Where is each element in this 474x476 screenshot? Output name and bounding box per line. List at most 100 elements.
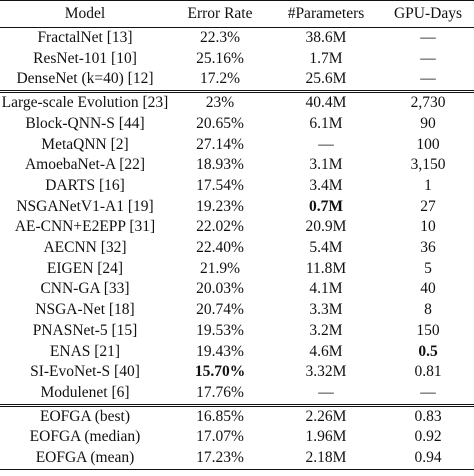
- table-row: DARTS [16] 17.54% 3.4M 1: [0, 176, 474, 197]
- cell-params: 38.6M: [270, 26, 382, 49]
- cell-model: PNASNet-5 [15]: [32, 321, 138, 339]
- table-row: Large-scale Evolution [23] 23% 40.4M 2,7…: [0, 90, 474, 114]
- cell-gpu: 1: [424, 176, 432, 194]
- header-error-rate: Error Rate: [170, 0, 270, 28]
- cell-gpu: 10: [420, 218, 436, 236]
- cell-model: AE-CNN+E2EPP [31]: [14, 218, 156, 236]
- cell-error: 19.23%: [196, 197, 244, 215]
- table-row: NSGA-Net [18] 20.74% 3.3M 8: [0, 300, 474, 321]
- cell-error-best: 15.70%: [194, 363, 246, 381]
- cell-gpu: 36: [420, 239, 436, 257]
- cell-error: 25.16%: [196, 49, 244, 67]
- cell-params: —: [318, 135, 334, 153]
- cell-params: 20.9M: [305, 218, 347, 236]
- cell-error: 20.65%: [196, 114, 244, 132]
- cell-params: 3.1M: [309, 156, 343, 174]
- table-row: DenseNet (k=40) [12] 17.2% 25.6M —: [0, 69, 474, 91]
- cell-params: 25.6M: [305, 70, 347, 88]
- cell-error: 19.43%: [196, 342, 244, 360]
- cell-gpu: 150: [416, 321, 440, 339]
- cell-error: 20.03%: [196, 280, 244, 298]
- cell-gpu: 40: [420, 280, 436, 298]
- cell-model: ENAS [21]: [49, 342, 121, 360]
- cell-gpu: —: [382, 26, 474, 49]
- cell-gpu: 100: [416, 135, 440, 153]
- cell-gpu: 0.92: [414, 428, 442, 446]
- cell-params: 3.3M: [309, 301, 343, 319]
- cell-params: 6.1M: [309, 114, 343, 132]
- cell-params: 3.4M: [309, 176, 343, 194]
- table-row: Block-QNN-S [44] 20.65% 6.1M 90: [0, 114, 474, 135]
- cell-model: EOFGA (best): [0, 403, 170, 428]
- table-row: AECNN [32] 22.40% 5.4M 36: [0, 238, 474, 259]
- cell-params: —: [318, 383, 334, 401]
- cell-error: 19.53%: [196, 321, 244, 339]
- cell-params: 4.1M: [309, 280, 343, 298]
- cell-gpu: 0.94: [382, 448, 474, 470]
- cell-gpu: —: [420, 383, 436, 401]
- table-row: AE-CNN+E2EPP [31] 22.02% 20.9M 10: [0, 217, 474, 238]
- cell-error: 22.40%: [196, 239, 244, 257]
- cell-model: SI-EvoNet-S [40]: [30, 363, 140, 381]
- table-row: ENAS [21] 19.43% 4.6M 0.5: [0, 342, 474, 363]
- cell-params: 11.8M: [305, 259, 347, 277]
- cell-model: MetaQNN [2]: [41, 135, 129, 153]
- cell-params: 3.32M: [305, 363, 347, 381]
- cell-gpu: 5: [424, 259, 432, 277]
- cell-error: 18.93%: [196, 156, 244, 174]
- cell-params-best: 0.7M: [308, 197, 343, 215]
- cell-error: 17.76%: [196, 383, 244, 401]
- cell-model: NSGA-Net [18]: [35, 301, 135, 319]
- cell-error: 17.54%: [196, 176, 244, 194]
- cell-params: 1.96M: [305, 428, 347, 446]
- header-gpu-days: GPU-Days: [382, 0, 474, 28]
- cell-model: CNN-GA [33]: [40, 280, 130, 298]
- cell-model: DARTS [16]: [45, 176, 125, 194]
- table-row: SI-EvoNet-S [40] 15.70% 3.32M 0.81: [0, 362, 474, 383]
- table-row: EIGEN [24] 21.9% 11.8M 5: [0, 259, 474, 280]
- cell-error: 21.9%: [199, 259, 241, 277]
- cell-model: DenseNet (k=40) [12]: [16, 70, 154, 88]
- cell-model: Large-scale Evolution [23]: [0, 90, 170, 114]
- table-row: MetaQNN [2] 27.14% — 100: [0, 135, 474, 156]
- cell-gpu: 2,730: [382, 90, 474, 114]
- table-row: CNN-GA [33] 20.03% 4.1M 40: [0, 279, 474, 300]
- cell-model: AECNN [32]: [43, 239, 127, 257]
- cell-model: FractalNet [13]: [0, 26, 170, 49]
- table-row: EOFGA (best) 16.85% 2.26M 0.83: [0, 403, 474, 428]
- header-model: Model: [0, 0, 170, 28]
- cell-model: NSGANetV1-A1 [19]: [16, 197, 154, 215]
- cell-model: EOFGA (median): [29, 428, 141, 446]
- cell-model: ResNet-101 [10]: [33, 49, 137, 67]
- table-row: PNASNet-5 [15] 19.53% 3.2M 150: [0, 321, 474, 342]
- cell-error: 17.23%: [170, 448, 270, 470]
- cell-gpu: 3,150: [410, 156, 446, 174]
- cell-params: 40.4M: [270, 90, 382, 114]
- table-row: NSGANetV1-A1 [19] 19.23% 0.7M 27: [0, 197, 474, 218]
- cell-error: 23%: [170, 90, 270, 114]
- table-row: AmoebaNet-A [22] 18.93% 3.1M 3,150: [0, 155, 474, 176]
- table-row: EOFGA (mean) 17.23% 2.18M 0.94: [0, 448, 474, 470]
- cell-model: Modulenet [6]: [40, 383, 130, 401]
- cell-gpu: 0.83: [382, 403, 474, 428]
- table-row: FractalNet [13] 22.3% 38.6M —: [0, 26, 474, 49]
- cell-gpu: 0.81: [414, 363, 442, 381]
- cell-params: 1.7M: [309, 49, 343, 67]
- header-parameters: #Parameters: [270, 0, 382, 28]
- cell-model: Block-QNN-S [44]: [25, 114, 145, 132]
- cell-gpu-best: 0.5: [418, 342, 438, 360]
- cell-gpu: 8: [424, 301, 432, 319]
- cell-error: 22.3%: [170, 26, 270, 49]
- table-row: ResNet-101 [10] 25.16% 1.7M —: [0, 49, 474, 70]
- table-row: Modulenet [6] 17.76% — —: [0, 383, 474, 405]
- cell-model: AmoebaNet-A [22]: [24, 156, 146, 174]
- header-row: Model Error Rate #Parameters GPU-Days: [0, 0, 474, 28]
- cell-gpu: —: [420, 49, 436, 67]
- cell-error: 16.85%: [170, 403, 270, 428]
- cell-model: EIGEN [24]: [46, 259, 124, 277]
- cell-error: 17.2%: [199, 70, 241, 88]
- cell-params: 3.2M: [309, 321, 343, 339]
- cell-model: EOFGA (mean): [0, 448, 170, 470]
